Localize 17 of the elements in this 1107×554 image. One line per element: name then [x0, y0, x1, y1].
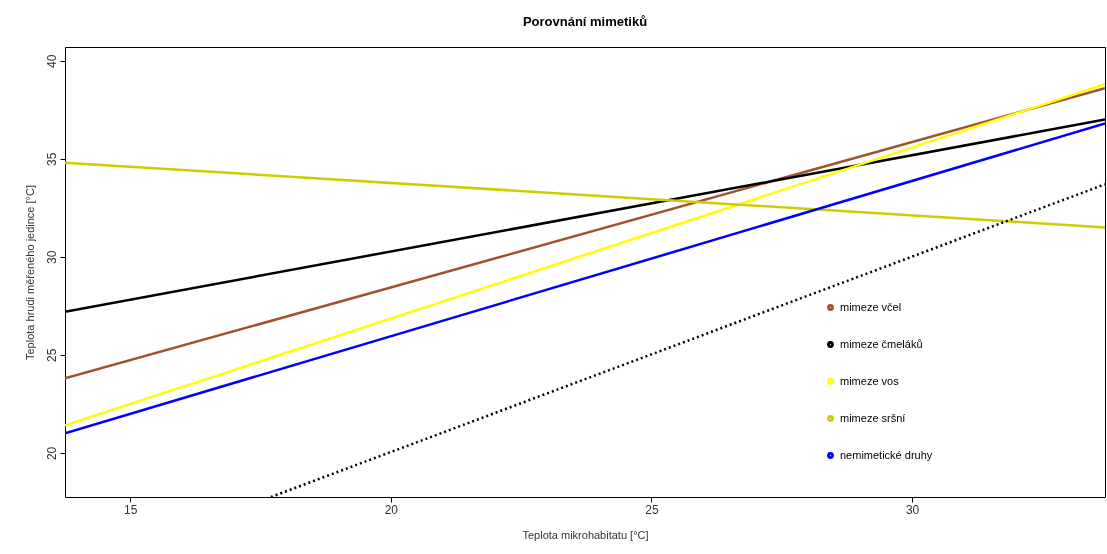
x-axis-title: Teplota mikrohabitatu [°C]	[522, 528, 649, 541]
chart-title: Porovnání mimetiků	[522, 14, 648, 29]
y-tick-label: 20	[44, 446, 59, 461]
legend-label: mimeze sršní	[840, 411, 906, 424]
legend-label: nemimetické druhy	[840, 448, 933, 461]
legend-label: mimeze včel	[840, 300, 902, 313]
x-tick-label: 30	[905, 502, 920, 517]
legend-label: mimeze vos	[840, 374, 900, 387]
x-tick-label: 25	[645, 502, 659, 517]
y-tick-label: 40	[44, 54, 59, 68]
y-axis-title: Teplota hrudi měřeného jedince [°C]	[23, 184, 36, 361]
x-tick-label: 15	[123, 502, 138, 517]
x-tick-label: 20	[384, 502, 399, 517]
legend-label: mimeze čmeláků	[840, 337, 923, 350]
y-tick-label: 30	[44, 250, 59, 264]
y-tick-label: 25	[44, 348, 59, 363]
y-tick-label: 35	[44, 152, 59, 166]
